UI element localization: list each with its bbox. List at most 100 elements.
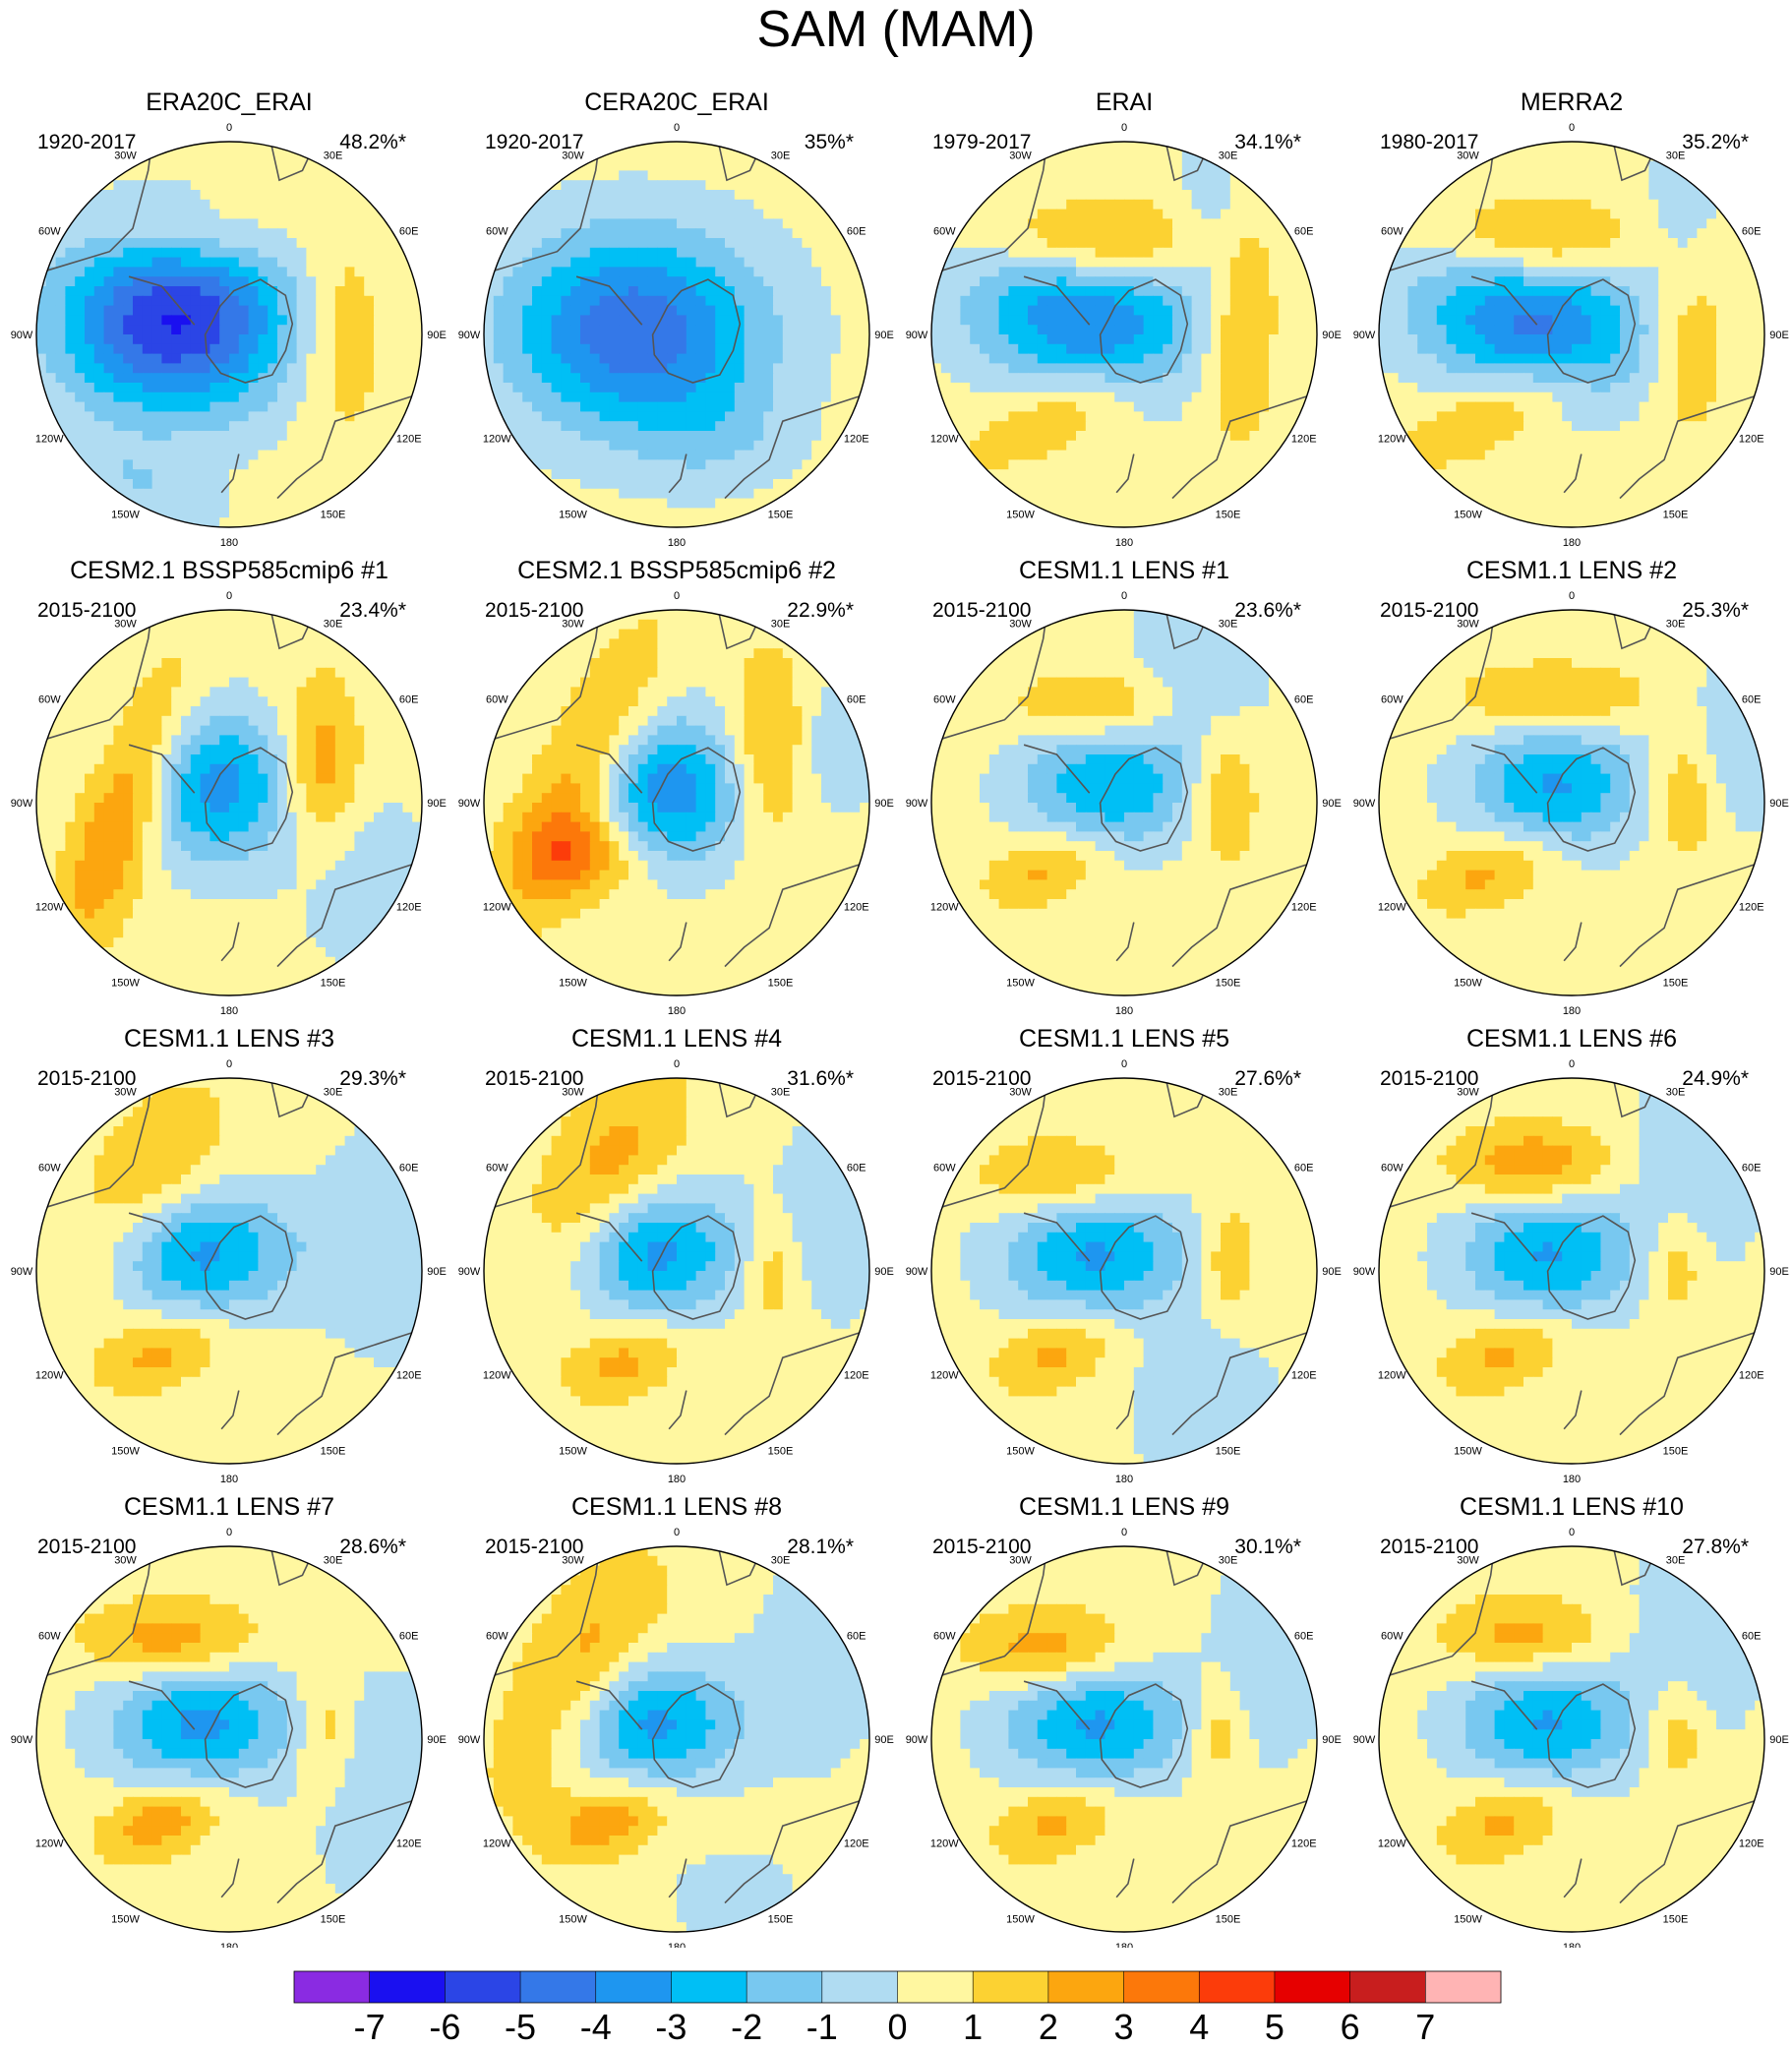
field-cell <box>1648 286 1659 297</box>
field-cell <box>1018 190 1029 201</box>
field-cell <box>286 459 298 470</box>
field-cell <box>1590 334 1601 345</box>
field-cell <box>354 295 365 307</box>
field-cell <box>792 267 803 277</box>
field-cell <box>181 450 192 460</box>
field-cell <box>1677 315 1689 326</box>
field-cell <box>705 199 716 211</box>
field-cell <box>619 411 629 422</box>
field-cell <box>1046 257 1057 268</box>
field-cell <box>1239 363 1250 374</box>
field-cell <box>570 431 581 442</box>
field-cell <box>103 267 114 277</box>
field-cell <box>580 431 591 442</box>
field-cell <box>589 315 601 326</box>
field-cell <box>667 286 678 297</box>
field-cell <box>1687 209 1698 219</box>
field-cell <box>1133 180 1145 191</box>
field-cell <box>1153 180 1164 191</box>
field-cell <box>296 190 307 201</box>
field-cell <box>1456 295 1466 307</box>
field-cell <box>238 459 250 470</box>
field-cell <box>532 383 543 393</box>
field-cell <box>326 343 336 355</box>
field-cell <box>133 373 144 384</box>
field-cell <box>1085 459 1097 470</box>
field-cell <box>1446 276 1457 287</box>
field-cell <box>522 247 533 259</box>
field-cell <box>1706 276 1717 287</box>
field-cell <box>171 469 182 480</box>
field-cell <box>830 295 842 307</box>
field-cell <box>782 247 794 259</box>
field-cell <box>1076 228 1087 239</box>
field-cell <box>1229 305 1241 316</box>
field-cell <box>821 209 832 219</box>
field-cell <box>1085 440 1097 452</box>
field-cell <box>113 450 124 460</box>
field-cell <box>773 238 784 249</box>
field-cell <box>45 238 57 249</box>
field-cell <box>580 469 591 480</box>
field-cell <box>609 190 620 201</box>
field-cell <box>744 383 754 393</box>
field-cell <box>493 305 505 316</box>
field-cell <box>1143 238 1154 249</box>
field-cell <box>1221 267 1231 277</box>
field-cell <box>802 469 812 480</box>
field-cell <box>1143 421 1154 432</box>
field-cell <box>1028 421 1039 432</box>
field-cell <box>334 421 346 432</box>
field-cell <box>1221 199 1231 211</box>
field-cell <box>1639 276 1649 287</box>
field-cell <box>1008 479 1019 490</box>
field-cell <box>725 421 736 432</box>
field-cell <box>190 334 202 345</box>
field-cell <box>561 498 571 509</box>
field-cell <box>1066 151 1077 162</box>
field-cell <box>503 286 513 297</box>
field-cell <box>1523 286 1534 297</box>
field-cell <box>286 363 298 374</box>
field-cell <box>551 353 562 364</box>
field-cell <box>1398 325 1408 335</box>
field-cell <box>1124 325 1135 335</box>
field-cell <box>1581 267 1592 277</box>
field-cell <box>725 160 736 171</box>
field-cell <box>1639 190 1649 201</box>
field-cell <box>493 238 505 249</box>
field-cell <box>1494 209 1505 219</box>
field-cell <box>773 295 784 307</box>
antarctica-coastline <box>204 278 294 384</box>
field-cell <box>258 286 269 297</box>
field-cell <box>402 325 413 335</box>
field-cell <box>840 267 851 277</box>
field-cell <box>1201 392 1212 403</box>
field-cell <box>344 267 355 277</box>
field-cell <box>1436 295 1448 307</box>
field-cell <box>1153 295 1164 307</box>
field-cell <box>1211 488 1222 500</box>
field-cell <box>1076 315 1087 326</box>
field-cell <box>1436 373 1448 384</box>
field-cell <box>151 373 162 384</box>
field-cell <box>940 305 952 316</box>
field-cell <box>1677 247 1689 259</box>
field-cell <box>1095 392 1105 403</box>
field-cell <box>609 238 620 249</box>
field-cell <box>133 401 144 412</box>
field-cell <box>1018 498 1029 509</box>
field-cell <box>960 334 971 345</box>
field-cell <box>677 459 687 470</box>
field-cell <box>296 488 307 500</box>
field-cell <box>1427 286 1438 297</box>
field-cell <box>609 151 620 162</box>
field-cell <box>667 142 678 152</box>
field-cell <box>412 257 422 268</box>
field-cell <box>599 151 610 162</box>
field-cell <box>1191 190 1202 201</box>
field-cell <box>1066 363 1077 374</box>
field-cell <box>93 209 105 219</box>
field-cell <box>850 421 861 432</box>
field-cell <box>1407 315 1418 326</box>
